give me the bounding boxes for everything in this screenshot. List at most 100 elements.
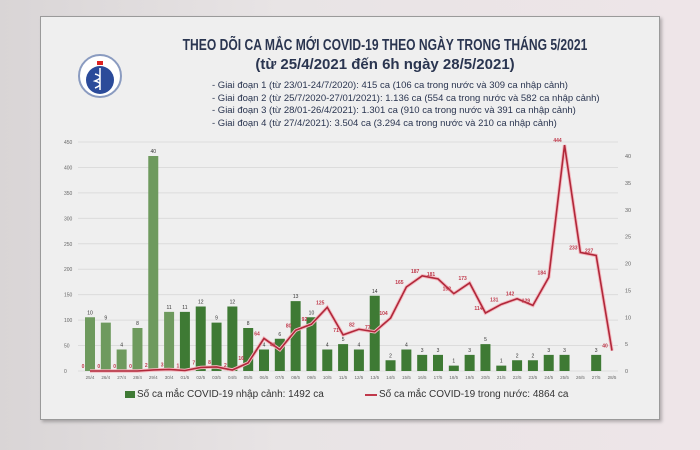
- bar-value-label: 4: [263, 343, 266, 349]
- line-value-label: 152: [443, 287, 452, 293]
- bar-value-label: 1: [500, 359, 503, 365]
- left-tick-label: 400: [64, 165, 73, 171]
- line-value-label: 7: [192, 360, 195, 366]
- line-value-label: 0: [97, 364, 100, 370]
- right-tick-label: 10: [625, 315, 631, 321]
- x-tick-label: 13/5: [370, 375, 379, 380]
- bar: [306, 317, 317, 371]
- line-value-label: 184: [538, 270, 547, 276]
- x-tick-label: 23/5: [529, 375, 538, 380]
- bar-value-label: 10: [309, 310, 315, 316]
- line-value-label: 16: [238, 356, 244, 362]
- x-tick-label: 14/5: [386, 375, 395, 380]
- right-tick-label: 30: [625, 208, 631, 214]
- bar-value-label: 13: [293, 294, 299, 300]
- legend-imported: Số ca mắc COVID-19 nhập cảnh: 1492 ca: [125, 389, 324, 400]
- left-tick-label: 150: [64, 293, 73, 299]
- bar: [353, 349, 364, 371]
- bar: [433, 354, 443, 371]
- line-value-label: 125: [316, 300, 325, 306]
- right-tick-label: 0: [625, 369, 628, 375]
- bar-value-label: 8: [136, 321, 139, 327]
- bar: [85, 317, 95, 371]
- note: - Giai đoạn 4 (từ 27/4/2021): 3.504 ca (…: [212, 117, 557, 129]
- left-tick-label: 100: [64, 318, 73, 324]
- line-value-label: 2: [145, 363, 148, 369]
- bar: [290, 301, 301, 371]
- bar: [195, 306, 206, 371]
- bar-value-label: 4: [120, 343, 123, 349]
- line-value-label: 181: [427, 272, 436, 278]
- bar: [179, 311, 190, 371]
- line-value-label: 104: [379, 311, 388, 317]
- x-tick-label: 17/5: [434, 375, 443, 380]
- line-value-label: 8: [208, 360, 211, 366]
- bar-value-label: 8: [247, 321, 250, 327]
- line-value-label: 1: [177, 363, 180, 369]
- line-value-label: 233: [569, 245, 578, 251]
- x-tick-label: 11/5: [339, 375, 348, 380]
- bar: [543, 354, 554, 371]
- x-tick-label: 28/4: [133, 375, 142, 380]
- bar-value-label: 2: [532, 353, 535, 359]
- x-tick-label: 29/4: [149, 375, 158, 380]
- bar-value-label: 3: [547, 348, 550, 354]
- x-tick-label: 24/5: [544, 375, 553, 380]
- line-value-label: 3: [161, 362, 164, 368]
- x-tick-label: 26/4: [101, 375, 110, 380]
- left-tick-label: 250: [64, 242, 73, 248]
- bar: [338, 344, 349, 371]
- line-value-label: 0: [113, 364, 116, 370]
- line-value-label: 165: [395, 280, 404, 286]
- line-value-label: 142: [506, 292, 515, 298]
- line-value-label: 2: [224, 363, 227, 369]
- bar: [132, 328, 143, 371]
- line-value-label: 0: [129, 364, 132, 370]
- right-tick-label: 25: [625, 235, 631, 241]
- bar: [464, 354, 475, 371]
- bar-value-label: 2: [516, 353, 519, 359]
- bar-value-label: 3: [563, 348, 566, 354]
- x-tick-label: 25/5: [560, 375, 569, 380]
- bar-value-label: 1: [452, 359, 455, 365]
- line-value-label: 114: [474, 306, 482, 312]
- x-tick-label: 12/5: [355, 375, 364, 380]
- bar-value-label: 11: [182, 305, 187, 311]
- x-tick-label: 06/5: [260, 375, 269, 380]
- bar: [448, 365, 459, 371]
- bar-value-label: 2: [389, 353, 392, 359]
- x-tick-label: 07/5: [275, 375, 284, 380]
- chart-title: THEO DÕI CA MẮC MỚI COVID-19 THEO NGÀY T…: [182, 37, 588, 54]
- bar: [480, 344, 491, 371]
- note: - Giai đoạn 1 (từ 23/01-24/7/2020): 415 …: [212, 80, 568, 91]
- left-tick-label: 450: [64, 140, 73, 146]
- line-value-label: 80: [286, 323, 292, 329]
- x-tick-label: 27/5: [592, 375, 601, 380]
- bar: [243, 328, 254, 371]
- bar-value-label: 6: [278, 332, 281, 338]
- bar-value-label: 5: [342, 337, 345, 343]
- bar-value-label: 3: [421, 348, 424, 354]
- line-value-label: 0: [82, 364, 85, 370]
- bar-value-label: 3: [437, 348, 440, 354]
- left-tick-label: 0: [64, 369, 67, 375]
- x-tick-label: 16/5: [418, 375, 427, 380]
- bar: [274, 338, 285, 371]
- bar-value-label: 12: [230, 300, 236, 306]
- right-tick-label: 20: [625, 262, 631, 268]
- bar: [512, 360, 523, 371]
- line-value-label: 129: [522, 298, 531, 304]
- x-tick-label: 26/5: [576, 375, 585, 380]
- bar: [559, 354, 570, 371]
- bar: [401, 349, 412, 371]
- right-tick-label: 5: [625, 342, 628, 348]
- bar-value-label: 3: [595, 348, 598, 354]
- left-tick-label: 50: [64, 344, 70, 350]
- bar: [116, 349, 127, 371]
- bar-value-label: 4: [405, 343, 408, 349]
- bar-value-label: 10: [87, 310, 93, 316]
- legend-label: Số ca mắc COVID-19 trong nước: 4864 ca: [379, 389, 569, 400]
- bar-value-label: 3: [468, 348, 471, 354]
